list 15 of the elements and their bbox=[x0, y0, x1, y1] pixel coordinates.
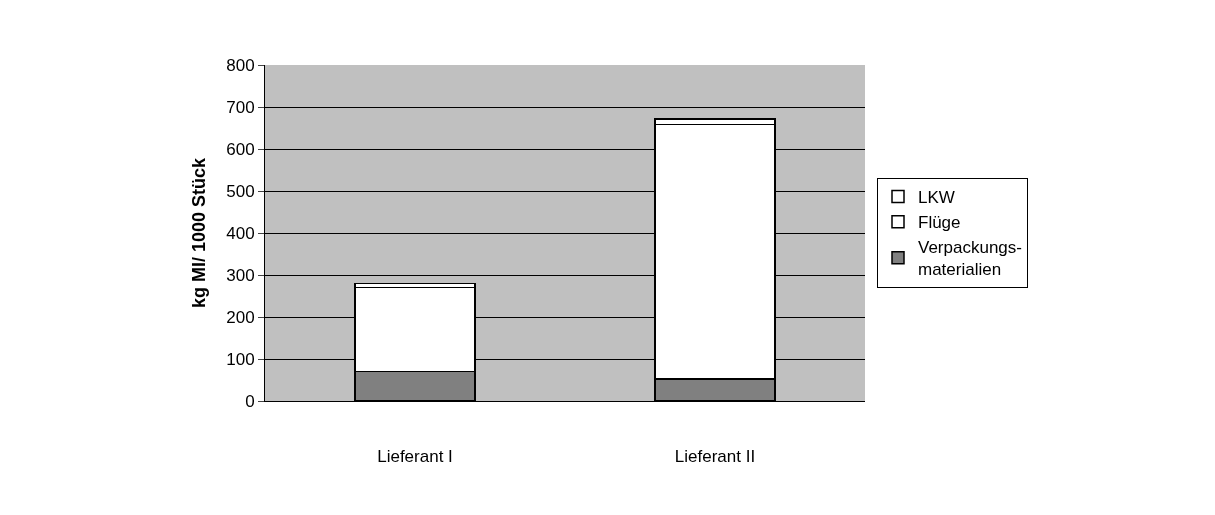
y-tick-label: 600 bbox=[226, 139, 255, 159]
x-tick-label: Lieferant I bbox=[377, 447, 453, 467]
y-tick-label: 300 bbox=[226, 265, 255, 285]
y-tick-label: 100 bbox=[226, 349, 255, 369]
x-tick-label: Lieferant II bbox=[674, 447, 756, 467]
y-tick-label: 700 bbox=[226, 97, 255, 117]
y-tick-label: 400 bbox=[226, 223, 255, 243]
y-tick-label: 800 bbox=[226, 55, 255, 75]
y-tick-label: 200 bbox=[226, 307, 255, 327]
y-tick-label: 500 bbox=[226, 181, 255, 201]
legend-label: LKW bbox=[918, 188, 955, 208]
y-tick-label: 0 bbox=[245, 391, 255, 411]
legend-label: Verpackungs-materialien bbox=[918, 238, 1022, 280]
legend-label: Flüge bbox=[918, 213, 961, 233]
y-axis-title: kg MI/ 1000 Stück bbox=[189, 156, 210, 309]
